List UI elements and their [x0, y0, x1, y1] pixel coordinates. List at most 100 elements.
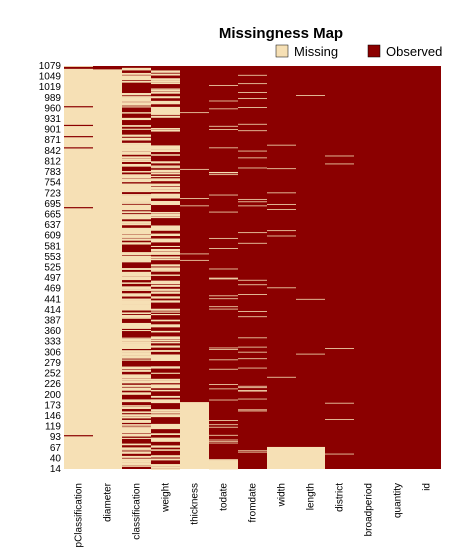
cell-classification-missing	[122, 144, 151, 147]
cell-classification-missing	[122, 353, 151, 355]
cell-weight-missing	[151, 350, 180, 352]
cell-weight-missing	[151, 458, 180, 461]
y-tick-label: 93	[50, 432, 62, 443]
cell-weight-missing	[151, 256, 180, 259]
cell-pclassification-observed	[64, 435, 93, 437]
cell-classification-missing	[122, 294, 151, 296]
cell-todate-missing	[209, 434, 238, 436]
cell-weight-missing	[151, 258, 180, 261]
cell-todate-missing	[209, 459, 238, 460]
cell-todate-missing	[209, 306, 238, 308]
legend-missing-swatch	[275, 44, 289, 58]
cell-weight-missing	[151, 178, 180, 180]
y-tick-label: 279	[44, 358, 61, 369]
cell-classification-missing	[122, 419, 151, 422]
cell-weight-missing	[151, 70, 180, 73]
cell-weight-missing	[151, 196, 180, 199]
cell-fromdate-missing	[238, 130, 267, 132]
cell-classification-missing	[122, 190, 151, 193]
cell-weight-missing	[151, 379, 180, 381]
y-tick-label: 469	[44, 284, 61, 295]
y-tick-label: 497	[44, 273, 61, 284]
cell-classification-missing	[122, 67, 151, 70]
cell-length-missing-block	[296, 446, 325, 469]
cell-todate-missing	[209, 388, 238, 390]
cell-fromdate-missing	[238, 279, 267, 281]
y-tick-label: 1049	[39, 72, 62, 83]
cell-weight-missing	[151, 337, 180, 340]
cell-weight-missing	[151, 80, 180, 83]
cell-weight-missing	[151, 378, 180, 380]
cell-classification-missing	[122, 278, 151, 281]
cell-classification-missing	[122, 102, 151, 105]
cell-weight-missing	[151, 288, 180, 291]
cell-classification-missing	[122, 399, 151, 403]
cell-classification-missing	[122, 217, 151, 220]
cell-length-missing	[296, 298, 325, 300]
y-tick-label: 901	[44, 125, 61, 136]
cell-classification-missing	[122, 221, 151, 224]
cell-weight-missing	[151, 175, 180, 178]
cell-classification-missing	[122, 163, 151, 167]
cell-fromdate-missing	[238, 205, 267, 207]
cell-classification-missing	[122, 300, 151, 302]
cell-classification-missing	[122, 232, 151, 235]
y-tick-label: 609	[44, 231, 61, 242]
cell-classification-missing	[122, 227, 151, 230]
cell-fromdate-missing	[238, 83, 267, 85]
y-tick-label: 360	[44, 326, 61, 337]
cell-classification-missing	[122, 125, 151, 127]
cell-weight-missing	[151, 200, 180, 204]
cell-weight-missing	[151, 290, 180, 292]
cell-weight-missing	[151, 324, 180, 327]
y-tick-label: 783	[44, 167, 61, 178]
cell-todate-missing	[209, 248, 238, 249]
cell-fromdate-missing	[238, 351, 267, 353]
cell-fromdate-missing	[238, 390, 267, 392]
cell-todate-missing	[209, 147, 238, 149]
cell-todate-missing	[209, 464, 238, 465]
cell-weight-missing	[151, 161, 180, 163]
cell-todate-missing	[209, 174, 238, 176]
cell-todate-missing	[209, 125, 238, 127]
cell-classification-missing	[122, 202, 151, 204]
cell-classification-missing	[122, 148, 151, 151]
cell-classification-missing	[122, 443, 151, 445]
cell-width-missing	[267, 376, 296, 378]
cell-classification-missing	[122, 343, 151, 345]
cell-classification-missing	[122, 231, 151, 233]
cell-classification-missing	[122, 195, 151, 197]
cell-classification-missing	[122, 175, 151, 178]
cell-weight-missing	[151, 229, 180, 231]
y-tick-label: 754	[44, 178, 61, 189]
cell-classification-missing	[122, 208, 151, 211]
column-district-observed	[325, 66, 354, 469]
cell-weight-missing	[151, 268, 180, 271]
y-tick-label: 1019	[39, 82, 62, 93]
cell-todate-missing	[209, 278, 238, 280]
cell-fromdate-missing	[238, 398, 267, 400]
cell-weight-missing	[151, 179, 180, 182]
cell-weight-missing	[151, 433, 180, 435]
cell-classification-missing	[122, 340, 151, 342]
cell-classification-missing	[122, 306, 151, 309]
cell-classification-missing	[122, 201, 151, 203]
cell-weight-missing	[151, 354, 180, 357]
cell-classification-missing	[122, 160, 151, 162]
cell-todate-missing	[209, 349, 238, 350]
cell-classification-missing	[122, 93, 151, 96]
cell-todate-missing	[209, 100, 238, 102]
cell-weight-missing	[151, 88, 180, 90]
cell-fromdate-missing	[238, 346, 267, 348]
cell-weight-missing	[151, 401, 180, 404]
cell-width-missing-block	[267, 446, 296, 469]
y-tick-label: 333	[44, 337, 61, 348]
cell-length-missing	[296, 353, 325, 355]
cell-classification-missing	[122, 145, 151, 147]
cell-classification-missing	[122, 312, 151, 315]
cell-classification-missing	[122, 268, 151, 270]
cell-classification-missing	[122, 322, 151, 325]
cell-todate-missing	[209, 439, 238, 441]
cell-classification-missing	[122, 356, 151, 358]
cell-classification-missing	[122, 183, 151, 186]
